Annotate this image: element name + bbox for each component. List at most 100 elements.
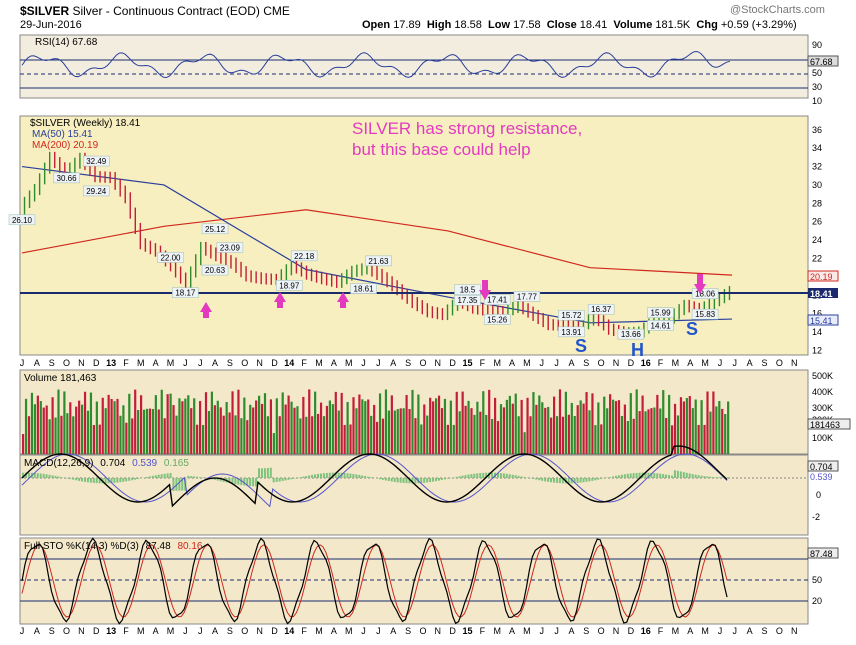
up-arrow-icon [274,292,286,308]
volume-bar [473,414,476,454]
macd-hist-bar [187,475,190,478]
volume-bar [668,394,671,454]
exchange: CME [263,4,290,18]
price-tick: 26 [812,217,822,227]
rsi-tick: 90 [812,40,822,50]
volume-bar [302,396,305,454]
x-tick-label: S [49,358,55,368]
macd-hist-bar [213,478,216,480]
rsi-line [21,51,731,79]
macd-hist-bar [33,472,36,478]
x-tick-label: N [256,626,263,636]
volume-bar [603,396,606,454]
x-tick-label: F [658,626,664,636]
macd-hist-bar [579,478,582,483]
macd-hist-bar [626,473,629,478]
macd-hist-bar [125,478,128,482]
sto-tag [807,547,839,559]
macd-hist-bar [629,473,632,478]
volume-bar [113,401,116,454]
price-label-box [691,288,719,299]
macd-hist-bar [110,478,113,484]
macd-hist-bar [60,477,63,478]
macd-tick: -2 [812,512,820,522]
price-label-text: 32.49 [86,157,107,166]
rsi-panel [19,34,809,99]
macd-hist-bar [573,478,576,484]
x-tick-label: A [509,626,515,636]
macd-hist-bar [249,478,252,487]
x-tick-label: M [523,626,531,636]
macd-hist-bar [122,478,125,482]
price-label-box [691,308,719,320]
macd-label: MACD(12,26,9) 0.704 0.539 0.165 [24,458,189,469]
macd-hist-bar [721,477,724,478]
price-label-text: 18.17 [175,289,196,298]
price-label-box [483,294,511,305]
macd-hist-bar [325,472,328,478]
price-label: 18.97 [276,280,303,291]
volume-bar [435,398,438,454]
volume-bar [582,403,585,454]
macd-hist-bar [446,478,449,479]
macd-hist-bar [482,472,485,478]
x-tick-label: O [63,358,70,368]
volume-bar [555,416,559,454]
volume-bar [89,392,93,454]
x-tick-label: F [123,626,129,636]
price-label-box [558,309,585,321]
volume-bar [635,389,638,454]
x-tick-label: J [733,358,738,368]
price-label-box [365,255,392,267]
x-tick-label: J [554,358,559,368]
chart-header-title: $SILVER Silver - Continuous Contract (EO… [20,4,290,18]
volume-bar [632,418,635,454]
volume-bar [160,389,163,454]
ma50-tag [807,314,839,326]
x-tick-label: F [123,358,129,368]
volume-bar [553,396,556,454]
macd-hist-bar [328,472,331,478]
x-tick-label: A [34,358,40,368]
volume-bar [263,393,267,454]
volume-bar [458,411,461,454]
macd-hist-bar [190,476,193,478]
x-tick-label: J [540,358,545,368]
volume-bar [45,405,48,454]
volume-bar [216,400,219,454]
price-label-text: 22.18 [294,252,315,261]
macd-hist-bar [520,476,523,478]
volume-bar [691,408,694,454]
volume-bar [107,394,110,454]
price-label-text: 20.63 [205,266,226,275]
volume-bar [491,418,494,454]
volume-bar [532,392,535,454]
volume-bar [266,416,270,454]
macd-hist-bar [668,475,671,478]
macd-hist-bar [95,478,98,484]
volume-bar [694,399,697,454]
x-tick-label: A [390,626,396,636]
x-tick-label: M [345,626,353,636]
volume-bar [700,400,703,454]
volume-bar [679,397,683,454]
volume-bar [352,397,355,454]
volume-bar [334,391,337,454]
macd-hist-bar [718,477,721,478]
volume-tick: 300K [812,403,833,413]
price-label: 25.12 [201,223,229,235]
price-label-box [8,214,36,226]
macd-hist-bar [570,478,573,484]
macd-hist-bar [671,475,673,478]
macd-hist-bar [411,478,414,484]
rsi-label: RSI(14) 67.68 [35,37,98,48]
macd-hist-bar [517,475,520,478]
head-label: H [631,340,644,360]
macd-hist-bar [358,474,361,478]
macd-hist-bar [45,474,48,478]
x-tick-label: J [20,358,25,368]
volume-bar [600,424,603,454]
volume-bar [260,403,264,454]
macd-hist-bar [349,473,352,478]
price-label-box [172,287,199,298]
